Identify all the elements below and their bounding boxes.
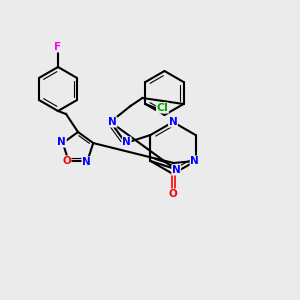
Text: Cl: Cl xyxy=(157,103,168,113)
Text: N: N xyxy=(82,157,91,167)
Text: N: N xyxy=(122,137,131,147)
Text: O: O xyxy=(62,156,71,166)
Text: N: N xyxy=(190,156,199,166)
Text: N: N xyxy=(172,165,181,175)
Text: N: N xyxy=(169,117,177,127)
Text: F: F xyxy=(54,42,61,52)
Text: N: N xyxy=(57,137,66,147)
Text: O: O xyxy=(169,189,177,199)
Text: N: N xyxy=(108,117,117,127)
